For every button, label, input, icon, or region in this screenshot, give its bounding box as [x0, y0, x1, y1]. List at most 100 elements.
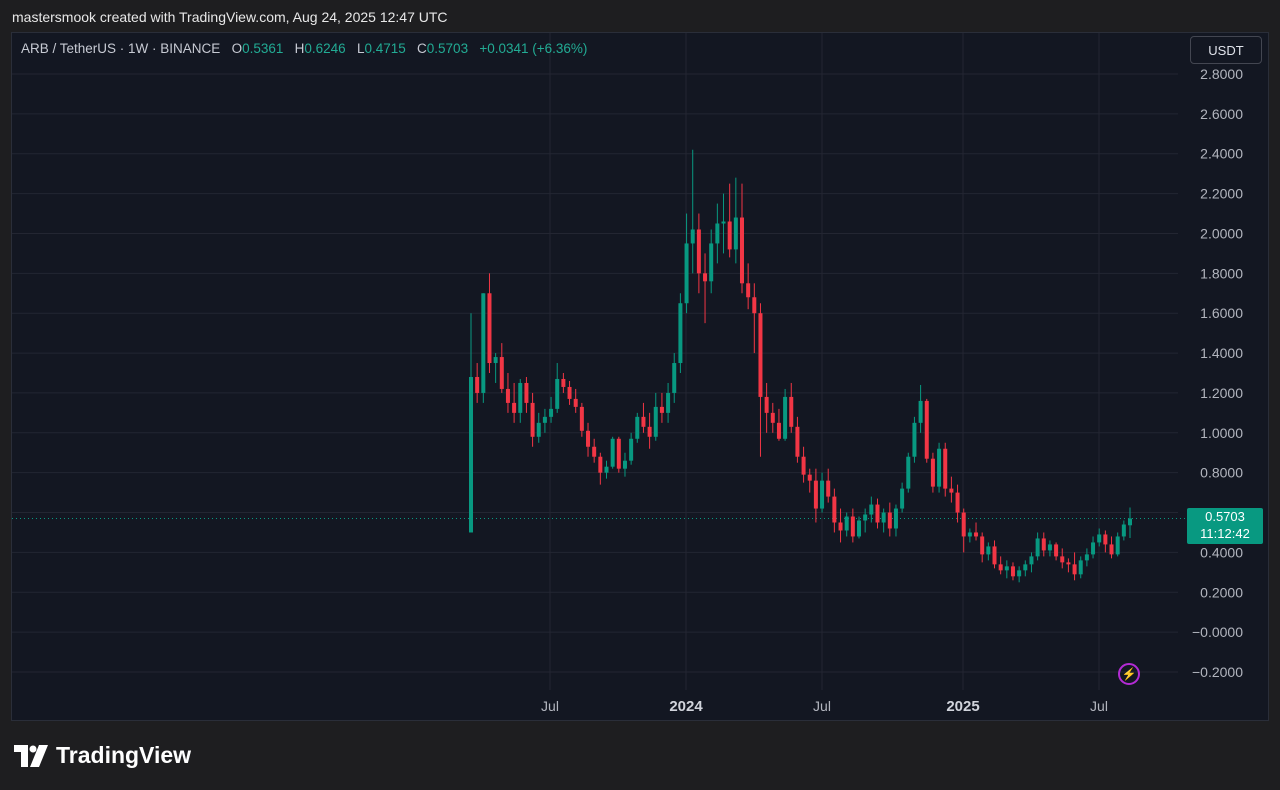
- candle[interactable]: [598, 452, 603, 485]
- candle[interactable]: [592, 438, 597, 463]
- candle[interactable]: [635, 412, 640, 443]
- candle[interactable]: [992, 540, 997, 569]
- candle[interactable]: [505, 373, 510, 413]
- candle[interactable]: [850, 508, 855, 543]
- candle[interactable]: [893, 504, 898, 537]
- candle[interactable]: [481, 293, 486, 403]
- candle[interactable]: [1128, 507, 1132, 539]
- candle[interactable]: [1004, 560, 1009, 579]
- candle[interactable]: [1115, 532, 1120, 557]
- candle[interactable]: [980, 532, 985, 563]
- candle[interactable]: [524, 376, 529, 413]
- candle[interactable]: [801, 446, 806, 483]
- candle[interactable]: [844, 512, 849, 537]
- lightning-icon[interactable]: ⚡: [1118, 663, 1140, 685]
- candle[interactable]: [863, 508, 868, 533]
- candle[interactable]: [475, 363, 480, 403]
- candle[interactable]: [807, 468, 812, 493]
- candle[interactable]: [1023, 560, 1028, 577]
- candle[interactable]: [1091, 536, 1096, 559]
- candle[interactable]: [684, 213, 689, 314]
- candle[interactable]: [610, 436, 615, 469]
- symbol-label[interactable]: ARB / TetherUS · 1W · BINANCE: [21, 41, 221, 56]
- candle[interactable]: [739, 183, 744, 294]
- candle[interactable]: [1035, 532, 1040, 561]
- candle[interactable]: [1109, 536, 1114, 559]
- candle[interactable]: [629, 432, 634, 465]
- candle[interactable]: [906, 452, 911, 493]
- candle[interactable]: [783, 388, 788, 441]
- candle[interactable]: [955, 484, 960, 523]
- candle[interactable]: [709, 229, 714, 294]
- candle[interactable]: [1097, 528, 1102, 547]
- candle[interactable]: [795, 416, 800, 463]
- candle[interactable]: [561, 373, 566, 393]
- candle[interactable]: [943, 442, 948, 497]
- candle[interactable]: [549, 396, 554, 423]
- candle[interactable]: [857, 516, 862, 539]
- candle[interactable]: [1041, 532, 1046, 557]
- candle[interactable]: [1066, 558, 1071, 573]
- candle[interactable]: [678, 293, 683, 373]
- candle[interactable]: [832, 488, 837, 533]
- candle[interactable]: [567, 380, 572, 405]
- candle[interactable]: [1029, 552, 1034, 573]
- candle[interactable]: [820, 472, 825, 513]
- candle[interactable]: [838, 508, 843, 543]
- candle[interactable]: [746, 263, 751, 310]
- candle[interactable]: [764, 382, 769, 433]
- candle[interactable]: [721, 193, 726, 254]
- candle[interactable]: [881, 508, 886, 533]
- candle[interactable]: [813, 468, 818, 523]
- candle[interactable]: [961, 508, 966, 553]
- candle[interactable]: [912, 416, 917, 463]
- candle[interactable]: [1054, 542, 1059, 561]
- candle[interactable]: [469, 313, 473, 533]
- candle[interactable]: [998, 556, 1003, 575]
- candle[interactable]: [949, 476, 954, 503]
- candle[interactable]: [869, 496, 874, 523]
- candle[interactable]: [604, 460, 609, 479]
- candle[interactable]: [512, 382, 517, 423]
- candle[interactable]: [1017, 566, 1022, 583]
- candle[interactable]: [727, 183, 732, 258]
- candle[interactable]: [536, 412, 541, 443]
- candle[interactable]: [1072, 552, 1077, 581]
- candle[interactable]: [974, 522, 979, 541]
- candle[interactable]: [930, 452, 935, 493]
- candle[interactable]: [1078, 556, 1083, 579]
- candle[interactable]: [647, 412, 652, 449]
- candle[interactable]: [1084, 548, 1089, 567]
- candle[interactable]: [900, 482, 905, 513]
- candle[interactable]: [1060, 548, 1065, 569]
- candle[interactable]: [518, 378, 523, 423]
- candle[interactable]: [530, 392, 535, 447]
- candle[interactable]: [499, 343, 504, 393]
- candle[interactable]: [887, 502, 892, 537]
- candle[interactable]: [937, 442, 942, 493]
- candle[interactable]: [918, 384, 923, 433]
- candle[interactable]: [579, 402, 584, 437]
- candle[interactable]: [826, 468, 831, 503]
- candle[interactable]: [666, 382, 671, 423]
- candle[interactable]: [641, 402, 646, 433]
- candle[interactable]: [776, 408, 781, 441]
- candle[interactable]: [758, 303, 763, 457]
- candle[interactable]: [875, 498, 880, 529]
- candle[interactable]: [715, 203, 720, 264]
- candle[interactable]: [752, 283, 757, 354]
- candle[interactable]: [1010, 562, 1015, 581]
- candle[interactable]: [986, 542, 991, 561]
- candle[interactable]: [616, 436, 621, 473]
- candle[interactable]: [690, 149, 695, 274]
- candle[interactable]: [622, 452, 627, 477]
- candle[interactable]: [487, 273, 492, 373]
- candle[interactable]: [653, 392, 658, 441]
- candle[interactable]: [672, 353, 677, 403]
- candle[interactable]: [733, 177, 738, 264]
- candle[interactable]: [770, 402, 775, 433]
- candle[interactable]: [696, 213, 701, 294]
- candle[interactable]: [542, 408, 547, 433]
- candle[interactable]: [555, 363, 560, 413]
